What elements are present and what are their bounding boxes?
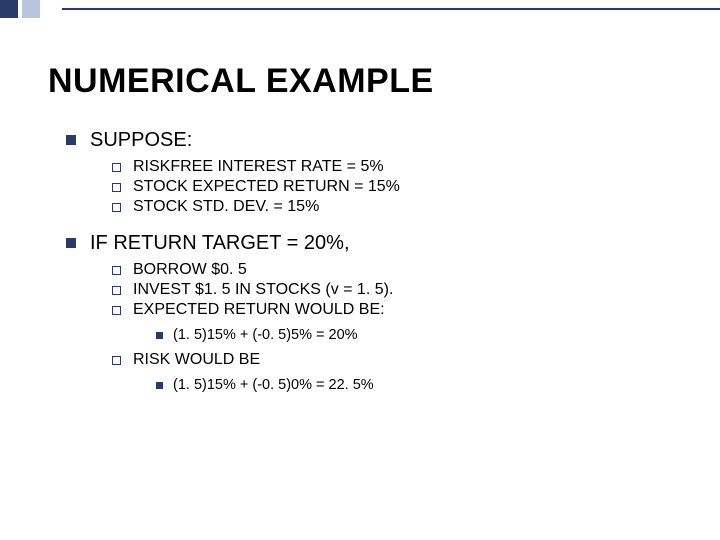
list-item-text: RISK WOULD BE (133, 351, 260, 369)
slide-title: NUMERICAL EXAMPLE (48, 62, 680, 101)
list-item-text: STOCK EXPECTED RETURN = 15% (133, 178, 400, 196)
hollow-square-bullet-icon (112, 183, 121, 192)
list-item-text: EXPECTED RETURN WOULD BE: (133, 301, 385, 319)
section-target: IF RETURN TARGET = 20%, (66, 232, 680, 255)
list-item: RISK WOULD BE (112, 351, 680, 369)
accent-square-light (22, 0, 40, 18)
accent-rule (62, 8, 720, 10)
small-square-bullet-icon (156, 382, 163, 389)
square-bullet-icon (66, 238, 76, 248)
sub-list-item: (1. 5)15% + (-0. 5)0% = 22. 5% (156, 377, 680, 393)
section-suppose: SUPPOSE: (66, 129, 680, 152)
sub-list-item: (1. 5)15% + (-0. 5)5% = 20% (156, 327, 680, 343)
list-item-text: STOCK STD. DEV. = 15% (133, 198, 319, 216)
list-item-text: INVEST $1. 5 IN STOCKS (v = 1. 5). (133, 281, 393, 299)
sub-list-item-text: (1. 5)15% + (-0. 5)5% = 20% (173, 327, 358, 343)
small-square-bullet-icon (156, 332, 163, 339)
list-item: STOCK EXPECTED RETURN = 15% (112, 178, 680, 196)
slide-content: NUMERICAL EXAMPLE SUPPOSE: RISKFREE INTE… (48, 62, 680, 395)
accent-square-dark (0, 0, 18, 18)
square-bullet-icon (66, 135, 76, 145)
hollow-square-bullet-icon (112, 306, 121, 315)
accent-squares (0, 0, 62, 18)
list-item: INVEST $1. 5 IN STOCKS (v = 1. 5). (112, 281, 680, 299)
section-heading: SUPPOSE: (90, 129, 192, 152)
list-item-text: RISKFREE INTEREST RATE = 5% (133, 158, 384, 176)
list-item: BORROW $0. 5 (112, 261, 680, 279)
hollow-square-bullet-icon (112, 163, 121, 172)
hollow-square-bullet-icon (112, 203, 121, 212)
list-item: STOCK STD. DEV. = 15% (112, 198, 680, 216)
hollow-square-bullet-icon (112, 266, 121, 275)
hollow-square-bullet-icon (112, 286, 121, 295)
list-item-text: BORROW $0. 5 (133, 261, 247, 279)
list-item: RISKFREE INTEREST RATE = 5% (112, 158, 680, 176)
section-heading: IF RETURN TARGET = 20%, (90, 232, 350, 255)
hollow-square-bullet-icon (112, 356, 121, 365)
sub-list-item-text: (1. 5)15% + (-0. 5)0% = 22. 5% (173, 377, 374, 393)
list-item: EXPECTED RETURN WOULD BE: (112, 301, 680, 319)
